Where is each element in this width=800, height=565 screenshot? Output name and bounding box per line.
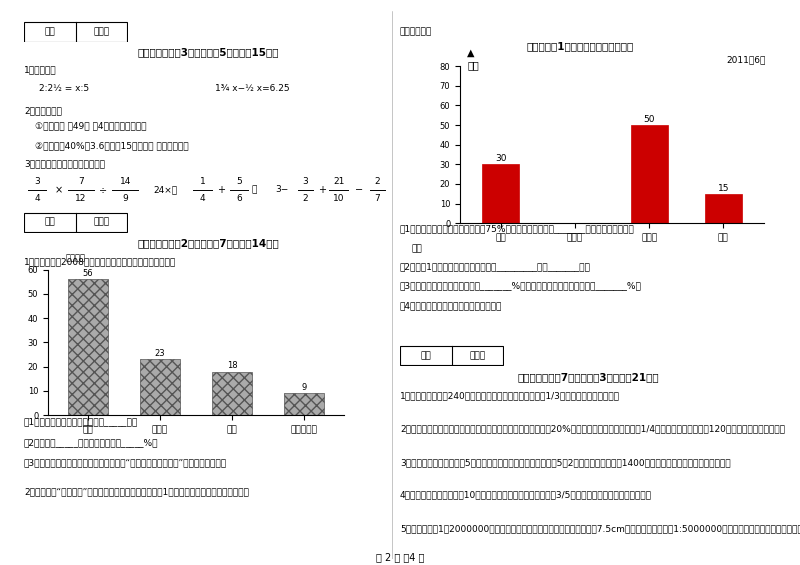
Text: 3．下面各题怎样简便就怎样算。: 3．下面各题怎样简便就怎样算。 <box>24 159 105 168</box>
Text: 某十字路口1小时内闯红灯情况统计图: 某十字路口1小时内闯红灯情况统计图 <box>527 41 634 51</box>
Text: 整。: 整。 <box>411 245 422 254</box>
Text: 2．列式计算。: 2．列式计算。 <box>24 106 62 115</box>
Text: 14: 14 <box>119 177 131 186</box>
Text: 1．果园里有苹果树240棵，苹果树的棵数比梨树的棵数多1/3。果园里有梨树多少棵？: 1．果园里有苹果树240棵，苹果树的棵数比梨树的棵数多1/3。果园里有梨树多少棵… <box>400 392 620 401</box>
Text: 四、计算题（共3小题，每题5分，共计15分）: 四、计算题（共3小题，每题5分，共计15分） <box>138 47 278 58</box>
Bar <box>212 372 252 415</box>
Text: 24×（: 24×（ <box>154 185 178 194</box>
Text: 6: 6 <box>237 194 242 203</box>
Text: 5．在比例尺是1：2000000的地图上，量得甲、乙两地之间的图上距离是7.5cm。在另一幅比例尺是1:5000000的地图上，这两地之间的图上距离是多少厘米？: 5．在比例尺是1：2000000的地图上，量得甲、乙两地之间的图上距离是7.5c… <box>400 525 800 534</box>
Text: 56: 56 <box>82 269 93 278</box>
Text: 1¾ x−½ x=6.25: 1¾ x−½ x=6.25 <box>215 84 290 93</box>
Text: （4）看了上面的统计图，你有什么想法？: （4）看了上面的统计图，你有什么想法？ <box>400 302 502 311</box>
Bar <box>285 393 324 415</box>
Bar <box>68 279 107 415</box>
Text: 单位：票: 单位：票 <box>66 253 86 262</box>
Bar <box>630 125 668 223</box>
Text: 5: 5 <box>237 177 242 186</box>
Text: 10: 10 <box>333 194 344 203</box>
Text: 2: 2 <box>374 177 380 186</box>
Text: 2:2½ = x:5: 2:2½ = x:5 <box>38 84 89 93</box>
Text: （1）四个申办城市的得票总数是_____票。: （1）四个申办城市的得票总数是_____票。 <box>24 418 138 427</box>
Text: 1．解方程：: 1．解方程： <box>24 66 57 75</box>
Text: 7: 7 <box>374 194 380 203</box>
Text: 评卷人: 评卷人 <box>94 27 110 36</box>
FancyBboxPatch shape <box>24 212 127 232</box>
Text: （2）在这1小时内，闯红灯的最多的是_________，有_______辆。: （2）在这1小时内，闯红灯的最多的是_________，有_______辆。 <box>400 262 591 271</box>
Text: 得分: 得分 <box>45 218 55 227</box>
Text: 30: 30 <box>495 154 506 163</box>
Text: 得分: 得分 <box>421 351 431 360</box>
Text: 23: 23 <box>154 349 166 358</box>
Text: 4．一张课桌比一把椅子货10元，如果椅子的单价是课桌单价的3/5，课桌和椅子的单价各是多少元？: 4．一张课桌比一把椅子货10元，如果椅子的单价是课桌单价的3/5，课桌和椅子的单… <box>400 490 652 499</box>
Text: （1）闯红灯的汽车数量是摩托车的75%。闯红灯的摩托车有_______辆，将统计图补充完: （1）闯红灯的汽车数量是摩托车的75%。闯红灯的摩托车有_______辆，将统计… <box>400 224 634 233</box>
FancyBboxPatch shape <box>400 346 503 365</box>
Text: 五、综合题（共2小题，每题7分，共计14分）: 五、综合题（共2小题，每题7分，共计14分） <box>137 238 279 249</box>
Text: 3．一家汽车销售公司今年5月份销售小轿车和小货车数量的比是5：2，这两种车共销售了1400辆，小轿车比小货车多卖了多少辆？: 3．一家汽车销售公司今年5月份销售小轿车和小货车数量的比是5：2，这两种车共销售… <box>400 458 730 467</box>
Text: 18: 18 <box>226 361 238 370</box>
Text: 2．为了创建“文明城市”，交通部门在某个十字路口统计1个小时内闯红灯的情况，制成了统: 2．为了创建“文明城市”，交通部门在某个十字路口统计1个小时内闯红灯的情况，制成… <box>24 488 249 497</box>
Text: 12: 12 <box>75 194 86 203</box>
Text: 4: 4 <box>34 194 40 203</box>
Text: 数量: 数量 <box>467 60 479 70</box>
Text: 3−: 3− <box>275 185 288 194</box>
Text: 3: 3 <box>302 177 308 186</box>
Text: −: − <box>355 185 363 195</box>
Text: 9: 9 <box>122 194 128 203</box>
Bar <box>140 359 180 415</box>
Text: +: + <box>217 185 225 195</box>
Text: 7: 7 <box>78 177 84 186</box>
Text: ×: × <box>55 185 63 195</box>
Text: （3）投票结果一出来，报纸、电视都说：“北京得票数遥遥领先”，为什么这样说？: （3）投票结果一出来，报纸、电视都说：“北京得票数遥遥领先”，为什么这样说？ <box>24 458 227 467</box>
Text: 第 2 页 兲4 页: 第 2 页 兲4 页 <box>376 552 424 562</box>
Text: ）: ） <box>251 185 257 194</box>
Text: 得分: 得分 <box>45 27 55 36</box>
Text: 2011年6月: 2011年6月 <box>726 55 766 64</box>
Bar <box>482 164 519 223</box>
FancyBboxPatch shape <box>24 22 127 41</box>
Text: （3）闯红灯的行人数量是汽车的_______%。闯红灯的汽车数量是电动车的_______%。: （3）闯红灯的行人数量是汽车的_______%。闯红灯的汽车数量是电动车的___… <box>400 281 642 290</box>
Text: 15: 15 <box>718 184 729 193</box>
Text: 4: 4 <box>200 194 206 203</box>
Text: 3: 3 <box>34 177 40 186</box>
Text: 1: 1 <box>200 177 206 186</box>
Text: 9: 9 <box>302 383 307 392</box>
Text: 50: 50 <box>643 115 655 124</box>
Text: +: + <box>318 185 326 195</box>
Text: 2: 2 <box>302 194 308 203</box>
Text: 计图。如图：: 计图。如图： <box>400 27 432 36</box>
Text: （2）北京得_____票，占得票总数的_____%。: （2）北京得_____票，占得票总数的_____%。 <box>24 438 158 447</box>
Text: 2．朝阳小学组织为灾区捐款活动。四年级的捐款数额占全校的20%。五年级的捐款数额占全校的1/4，五年级比四年级多捐120元。全校共捐款多少元？: 2．朝阳小学组织为灾区捐款活动。四年级的捐款数额占全校的20%。五年级的捐款数额… <box>400 424 785 433</box>
Text: 评卷人: 评卷人 <box>94 218 110 227</box>
Text: ②一个数的40%与3.6的和与15的比值是 ，求这个数。: ②一个数的40%与3.6的和与15的比值是 ，求这个数。 <box>35 141 189 150</box>
Text: ÷: ÷ <box>99 185 107 195</box>
Text: 六、应用题（共7小题，每题3分，共计21分）: 六、应用题（共7小题，每题3分，共计21分） <box>517 372 659 382</box>
Text: ▲: ▲ <box>467 48 475 58</box>
Text: 21: 21 <box>333 177 344 186</box>
Text: 1．下面是申报2008年奥运会主办城市的得票情况统计图。: 1．下面是申报2008年奥运会主办城市的得票情况统计图。 <box>24 258 176 266</box>
Text: ①一个数的 比49的 兗4，这个数是多少？: ①一个数的 比49的 兗4，这个数是多少？ <box>35 121 146 131</box>
Bar <box>705 194 742 223</box>
Text: 评卷人: 评卷人 <box>470 351 486 360</box>
